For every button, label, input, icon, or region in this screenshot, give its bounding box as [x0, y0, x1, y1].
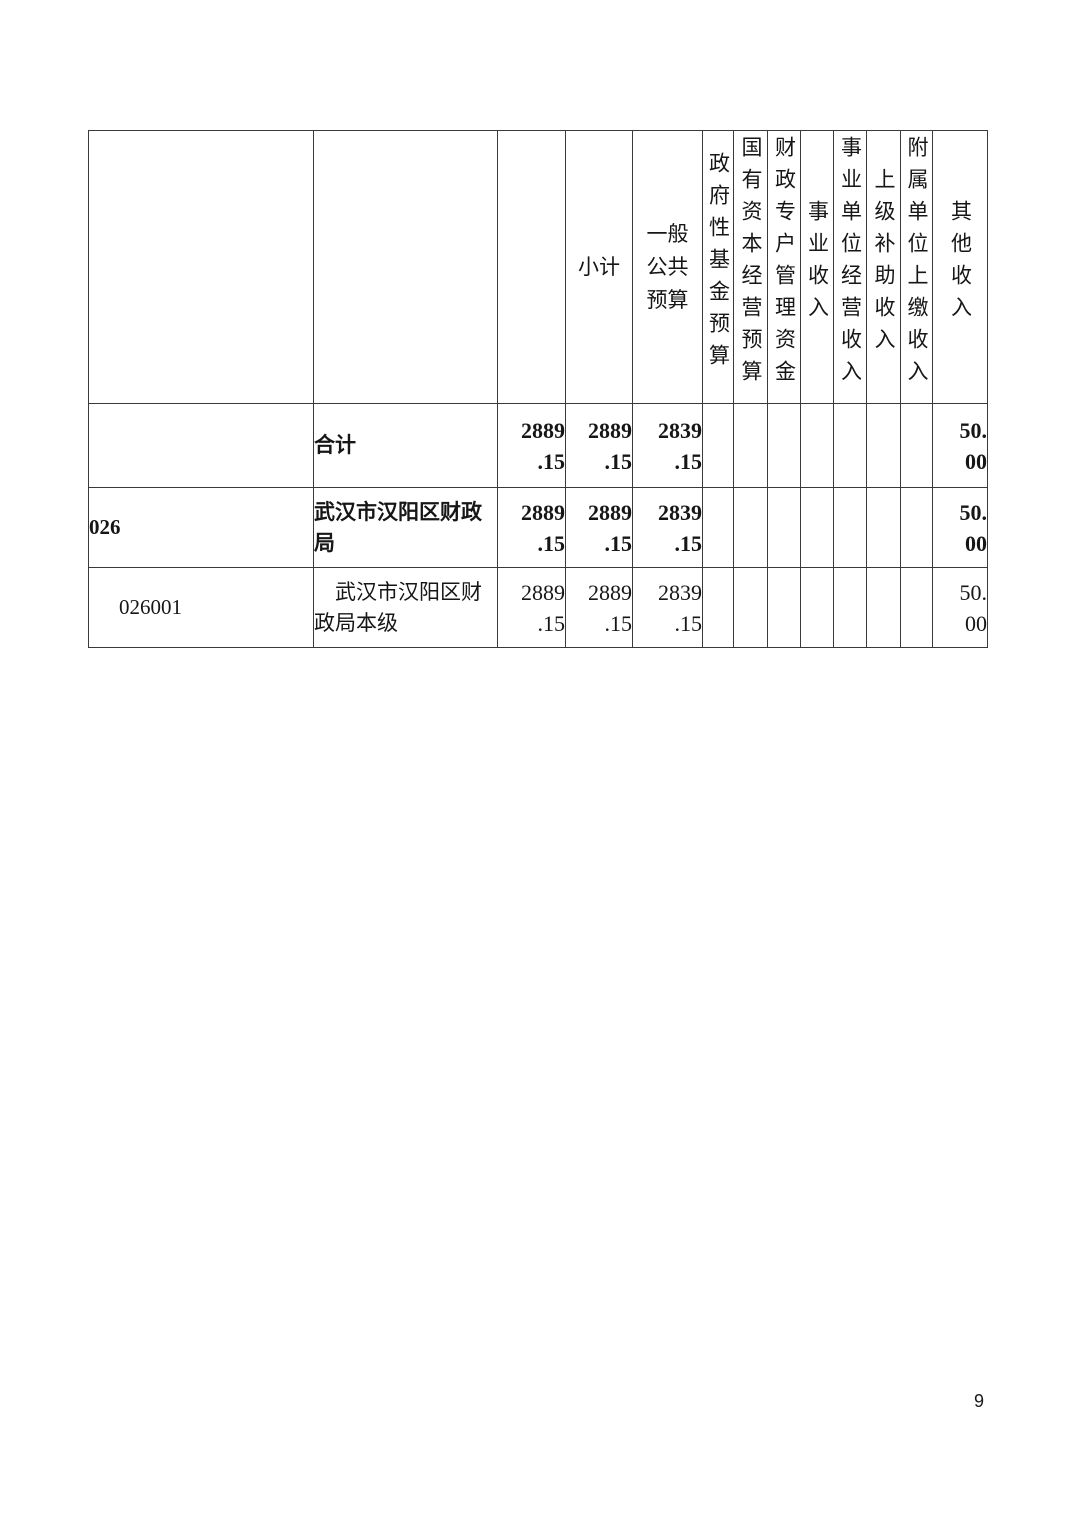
cell-affiliated-remittance-income — [900, 487, 933, 568]
cell-business-operating-income — [833, 567, 867, 648]
col-header-name — [313, 130, 498, 404]
cell-total: 2889 .15 — [497, 567, 566, 648]
col-header-other-income-label: 其他收入 — [948, 200, 973, 328]
cell-state-capital-budget — [733, 403, 768, 488]
col-header-business-income-label: 事业收入 — [805, 200, 830, 328]
cell-total: 2889 .15 — [497, 487, 566, 568]
col-header-affiliated-remittance-income-label: 附属单位上缴收入 — [905, 136, 929, 392]
cell-affiliated-remittance-income — [900, 567, 933, 648]
cell-general-public-budget: 2839 .15 — [632, 403, 703, 488]
col-header-code — [88, 130, 314, 404]
cell-business-income — [800, 487, 834, 568]
cell-business-income — [800, 403, 834, 488]
cell-gov-fund-budget — [702, 403, 734, 488]
cell-name: 武汉市汉阳区财政 局 — [313, 487, 498, 568]
cell-subtotal: 2889 .15 — [565, 567, 633, 648]
page-number: 9 — [973, 1391, 984, 1411]
col-header-gov-fund-budget-label: 政府性基金预算 — [706, 152, 731, 376]
cell-gov-fund-budget — [702, 567, 734, 648]
cell-total: 2889 .15 — [497, 403, 566, 488]
cell-superior-subsidy-income — [866, 487, 901, 568]
cell-other-income: 50. 00 — [932, 567, 988, 648]
cell-business-income — [800, 567, 834, 648]
cell-state-capital-budget — [733, 567, 768, 648]
cell-fiscal-special-account — [767, 487, 801, 568]
col-header-subtotal: 小计 — [565, 130, 633, 404]
col-header-state-capital-budget: 国有资本经营预算 — [733, 130, 768, 404]
cell-name: 武汉市汉阳区财 政局本级 — [313, 567, 498, 648]
table-row-sub-unit: 026001 武汉市汉阳区财 政局本级 2889 .15 2889 .15 28… — [88, 567, 988, 648]
col-header-fiscal-special-account-label: 财政专户管理资金 — [772, 136, 797, 392]
col-header-superior-subsidy-income: 上级补助收入 — [866, 130, 901, 404]
cell-gov-fund-budget — [702, 487, 734, 568]
cell-general-public-budget: 2839 .15 — [632, 487, 703, 568]
col-header-business-income: 事业收入 — [800, 130, 834, 404]
col-header-general-public-budget: 一般 公共 预算 — [632, 130, 703, 404]
cell-superior-subsidy-income — [866, 567, 901, 648]
cell-general-public-budget: 2839 .15 — [632, 567, 703, 648]
cell-code: 026001 — [88, 567, 314, 648]
cell-other-income: 50. 00 — [932, 487, 988, 568]
table-header-row: 小计 一般 公共 预算 政府性基金预算 国有资本经营预算 财政专户管理资金 事业… — [88, 130, 988, 404]
col-header-total — [497, 130, 566, 404]
col-header-fiscal-special-account: 财政专户管理资金 — [767, 130, 801, 404]
cell-subtotal: 2889 .15 — [565, 403, 633, 488]
col-header-superior-subsidy-income-label: 上级补助收入 — [872, 168, 896, 360]
col-header-subtotal-label: 小计 — [578, 254, 620, 279]
col-header-business-operating-income: 事业单位经营收入 — [833, 130, 867, 404]
cell-fiscal-special-account — [767, 567, 801, 648]
col-header-other-income: 其他收入 — [932, 130, 988, 404]
cell-affiliated-remittance-income — [900, 403, 933, 488]
col-header-general-public-budget-label: 一般 公共 预算 — [646, 221, 689, 312]
cell-code: 026 — [88, 487, 314, 568]
col-header-business-operating-income-label: 事业单位经营收入 — [838, 136, 863, 392]
budget-income-table: 小计 一般 公共 预算 政府性基金预算 国有资本经营预算 财政专户管理资金 事业… — [88, 130, 988, 648]
col-header-gov-fund-budget: 政府性基金预算 — [702, 130, 734, 404]
col-header-affiliated-remittance-income: 附属单位上缴收入 — [900, 130, 933, 404]
cell-subtotal: 2889 .15 — [565, 487, 633, 568]
cell-other-income: 50. 00 — [932, 403, 988, 488]
cell-code — [88, 403, 314, 488]
cell-business-operating-income — [833, 403, 867, 488]
cell-business-operating-income — [833, 487, 867, 568]
table-row-department: 026 武汉市汉阳区财政 局 2889 .15 2889 .15 2839 .1… — [88, 487, 988, 568]
cell-superior-subsidy-income — [866, 403, 901, 488]
cell-name: 合计 — [313, 403, 498, 488]
table-row-grand-total: 合计 2889 .15 2889 .15 2839 .15 50. 00 — [88, 403, 988, 488]
cell-fiscal-special-account — [767, 403, 801, 488]
cell-state-capital-budget — [733, 487, 768, 568]
col-header-state-capital-budget-label: 国有资本经营预算 — [739, 136, 763, 392]
